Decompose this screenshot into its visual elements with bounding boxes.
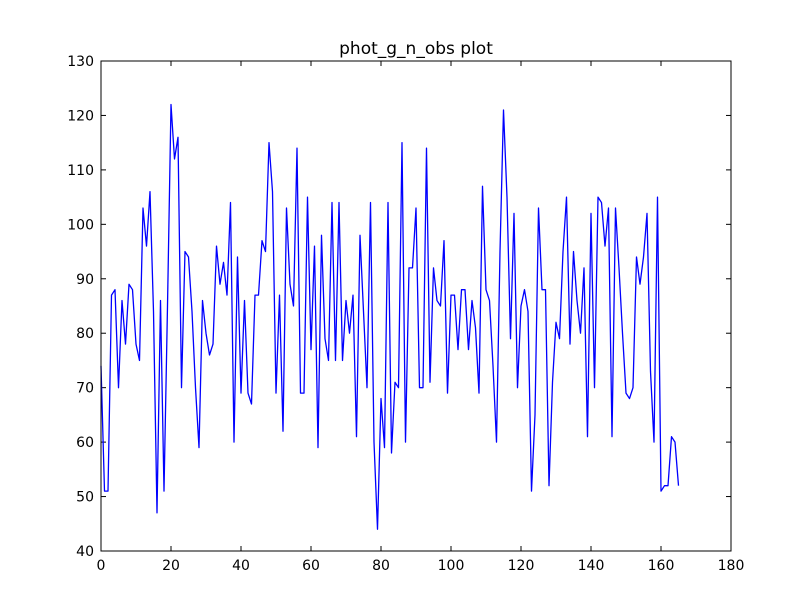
y-tick-label: 40 xyxy=(76,544,94,560)
x-tick-label: 20 xyxy=(162,558,180,574)
y-tick-label: 90 xyxy=(76,272,94,288)
plot-frame xyxy=(100,60,732,552)
x-tick-label: 160 xyxy=(648,558,675,574)
x-tick-label: 100 xyxy=(438,558,465,574)
x-tick-label: 120 xyxy=(508,558,535,574)
x-tick-label: 0 xyxy=(97,558,106,574)
y-tick-label: 80 xyxy=(76,326,94,342)
y-tick-label: 100 xyxy=(67,217,94,233)
y-tick-label: 70 xyxy=(76,381,94,397)
x-tick-label: 80 xyxy=(372,558,390,574)
plot-area xyxy=(101,61,731,551)
y-tick-label: 50 xyxy=(76,490,94,506)
axis-tick-labels: 0 20 40 60 80 100 120 140 160 180 40 50 60 70 80 90 100 1… xyxy=(67,54,744,574)
x-tick-label: 180 xyxy=(718,558,745,574)
series-line xyxy=(100,103,680,530)
y-tick-label: 60 xyxy=(76,435,94,451)
chart-title: phot_g_n_obs plot xyxy=(339,39,493,59)
y-tick-label: 130 xyxy=(67,54,94,70)
x-tick-label: 40 xyxy=(232,558,250,574)
y-tick-label: 110 xyxy=(67,163,94,179)
x-tick-label: 60 xyxy=(302,558,320,574)
x-tick-label: 140 xyxy=(578,558,605,574)
y-tick-label: 120 xyxy=(67,108,94,124)
